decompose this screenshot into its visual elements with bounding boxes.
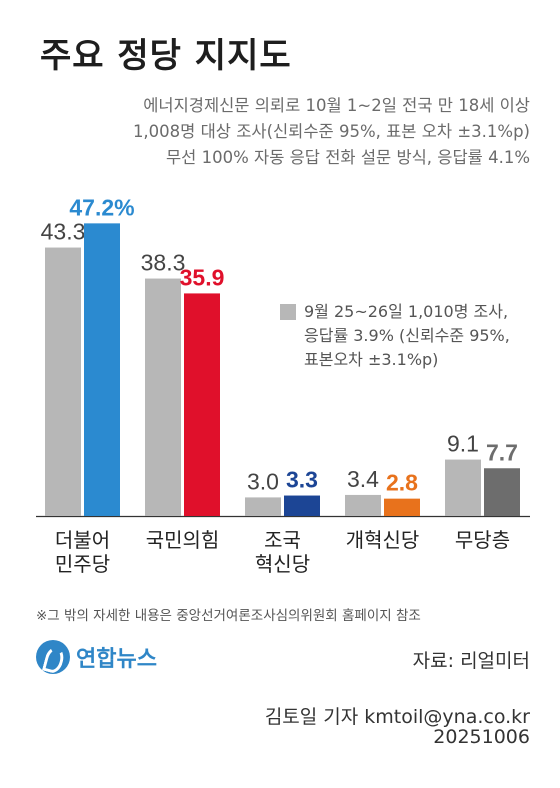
bar-3-series-1 bbox=[384, 498, 420, 516]
category-label-2-line-1: 혁신당 bbox=[255, 552, 310, 576]
category-label-2-line-0: 조국 bbox=[264, 528, 301, 552]
bar-0-series-1 bbox=[84, 223, 120, 517]
value-label-4-series-0: 9.1 bbox=[447, 431, 479, 457]
footnote: ※그 밖의 자세한 내용은 중앙선거여론조사심의위원회 홈페이지 참조 bbox=[36, 608, 421, 624]
category-label-0-line-1: 민주당 bbox=[55, 552, 110, 576]
category-label-3-line-0: 개혁신당 bbox=[346, 528, 420, 552]
value-label-4-series-1: 7.7 bbox=[486, 439, 518, 465]
survey-info-line-1: 에너지경제신문 의뢰로 10월 1~2일 전국 만 18세 이상 bbox=[143, 96, 530, 115]
legend-text-line-1: 9월 25~26일 1,010명 조사, bbox=[304, 302, 509, 321]
survey-info-line-3: 무선 100% 자동 응답 전화 설문 방식, 응답률 4.1% bbox=[166, 148, 530, 167]
value-label-0-series-1: 47.2% bbox=[69, 194, 134, 220]
category-label-1-line-0: 국민의힘 bbox=[146, 528, 220, 552]
survey-info-line-2: 1,008명 대상 조사(신뢰수준 95%, 표본 오차 ±3.1%p) bbox=[132, 122, 530, 141]
bar-4-series-1 bbox=[484, 468, 520, 516]
value-label-1-series-0: 38.3 bbox=[141, 250, 186, 276]
category-label-0-line-0: 더불어 bbox=[55, 528, 110, 552]
value-label-1-series-1: 35.9 bbox=[180, 264, 225, 290]
bar-1-series-0 bbox=[145, 278, 181, 516]
legend-text-line-2: 응답률 3.9% (신뢰수준 95%, bbox=[304, 326, 510, 345]
category-label-4-line-0: 무당층 bbox=[455, 528, 510, 552]
value-label-3-series-0: 3.4 bbox=[347, 466, 379, 492]
yonhap-logo: 연합뉴스 bbox=[36, 640, 157, 674]
bar-2-series-0 bbox=[245, 497, 281, 516]
legend-text-line-3: 표본오차 ±3.1%p) bbox=[304, 350, 439, 369]
value-label-3-series-1: 2.8 bbox=[386, 470, 418, 496]
reporter-credit: 김토일 기자 kmtoil@yna.co.kr bbox=[264, 706, 530, 728]
bar-3-series-0 bbox=[345, 494, 381, 516]
bar-2-series-1 bbox=[284, 495, 320, 516]
source-credit: 자료: 리얼미터 bbox=[412, 650, 530, 672]
chart-title: 주요 정당 지지도 bbox=[40, 36, 292, 76]
legend-swatch-previous-survey bbox=[280, 304, 296, 320]
value-label-2-series-1: 3.3 bbox=[286, 467, 318, 493]
legend: 9월 25~26일 1,010명 조사, 응답률 3.9% (신뢰수준 95%,… bbox=[280, 300, 510, 372]
yonhap-logo-icon bbox=[36, 640, 70, 674]
bar-4-series-0 bbox=[445, 459, 481, 516]
yonhap-logo-text: 연합뉴스 bbox=[76, 647, 157, 672]
bar-0-series-0 bbox=[45, 247, 81, 517]
bar-1-series-1 bbox=[184, 293, 220, 516]
publish-date: 20251006 bbox=[433, 726, 530, 748]
value-label-0-series-0: 43.3 bbox=[41, 219, 86, 245]
value-label-2-series-0: 3.0 bbox=[247, 468, 279, 494]
